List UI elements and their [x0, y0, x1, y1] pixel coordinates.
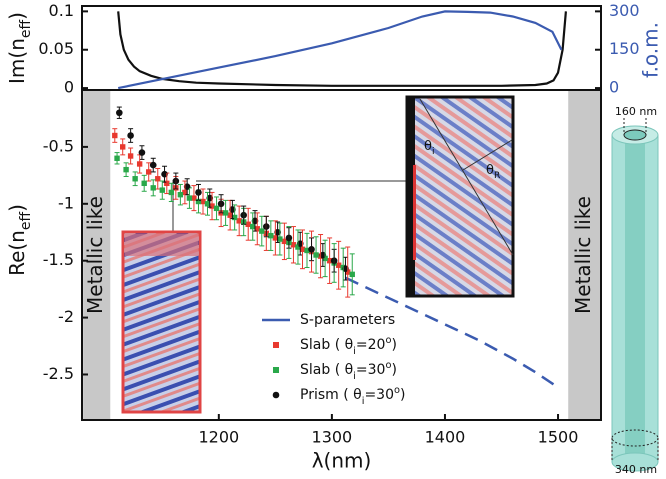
curve [344, 276, 557, 387]
angle-label: θi [424, 139, 435, 157]
cylinder-bottom [611, 452, 659, 472]
legend-label: S-parameters [300, 312, 395, 328]
x-tick-label: 1300 [312, 428, 353, 447]
cylinder-inner [625, 135, 645, 462]
legend-label: Slab ( θi=30o) [300, 360, 397, 382]
y-axis-label: Im(neff) [5, 12, 35, 84]
axes-frame [81, 89, 602, 421]
legend-label: Slab ( θi=20o) [300, 335, 397, 357]
y-tick-label: -1 [58, 193, 74, 212]
angle-label-part: i [432, 147, 435, 157]
outer-diameter: 340 nm [615, 463, 657, 476]
curve [117, 10, 563, 90]
y-axis-label: Re(neff) [5, 204, 35, 276]
angle-label-part: θ [486, 163, 494, 178]
y-tick-label: 0 [64, 78, 74, 97]
x-axis-label: λ(nm) [312, 449, 372, 473]
y-tick-label: 0.05 [38, 39, 74, 58]
legend-label-part: Prism ( θ [300, 387, 362, 403]
legend-swatch [273, 367, 279, 373]
y-axis-label-part: Re(n [5, 230, 29, 276]
x-tick-label: 1200 [198, 428, 239, 447]
inset-left-top [125, 234, 198, 256]
legend-label-part: o [385, 335, 391, 346]
y-tick-label: 0.1 [49, 1, 74, 20]
y-tick-label: -1.5 [43, 250, 74, 269]
metallic-region [83, 90, 111, 420]
curve [117, 11, 567, 87]
x-tick-label: 1400 [425, 428, 466, 447]
legend-label-part: =30 [364, 387, 394, 403]
cylinder-diagram: 160 nm 340 nm [611, 105, 659, 476]
legend-label-part: ) [400, 387, 405, 403]
legend-swatch [273, 342, 279, 348]
y-axis-label-part: Im(n [5, 38, 29, 84]
inset-right-source [413, 165, 416, 260]
inner-top [623, 129, 647, 141]
region-label: Metallic like [83, 196, 107, 314]
y-tick-label: -0.5 [43, 136, 74, 155]
inset-right [405, 95, 515, 298]
y-tick-label: -2 [58, 307, 74, 326]
angle-label: θR [486, 163, 501, 181]
legend-label-part: =30 [356, 362, 386, 378]
inner-diameter: 160 nm [615, 105, 657, 118]
legend-label-part: i [362, 396, 365, 407]
y2-tick-label: 0 [609, 78, 619, 97]
plot-area [117, 10, 567, 90]
legend-label-part: i [353, 346, 356, 357]
metallic-region [568, 90, 601, 420]
inset-normal [462, 139, 513, 171]
legend-label-part: o [385, 360, 391, 371]
y2-tick-label: 150 [609, 39, 640, 58]
y-axis-label-part: ) [5, 12, 29, 20]
legend-label-part: ) [391, 337, 396, 353]
legend-label-part: Slab ( θ [300, 337, 353, 353]
legend-label-part: Slab ( θ [300, 362, 353, 378]
legend-swatch [272, 391, 280, 399]
y2-tick-label: 300 [609, 1, 640, 20]
legend-label-part: o [394, 385, 400, 396]
legend-label: Prism ( θi=30o) [300, 385, 405, 407]
angle-label-part: R [494, 171, 501, 181]
y-axis-label-part: eff [18, 19, 34, 38]
legend-label-part: ) [391, 362, 396, 378]
x-tick-label: 1500 [538, 428, 579, 447]
inset-interface [419, 98, 514, 256]
region-label: Metallic like [571, 196, 595, 314]
y-axis-label-part: eff [18, 212, 34, 231]
y-tick-label: -2.5 [43, 364, 74, 383]
angle-label-part: θ [424, 139, 432, 154]
legend-label-part: =20 [356, 337, 386, 353]
y2-axis-label: f.o.m. [639, 22, 663, 78]
inset-left [121, 230, 202, 414]
inset-right-bar [407, 97, 415, 296]
legend-label-part: S-parameters [300, 312, 395, 328]
y-axis-label-part: ) [5, 204, 29, 212]
legend-label-part: i [353, 371, 356, 382]
